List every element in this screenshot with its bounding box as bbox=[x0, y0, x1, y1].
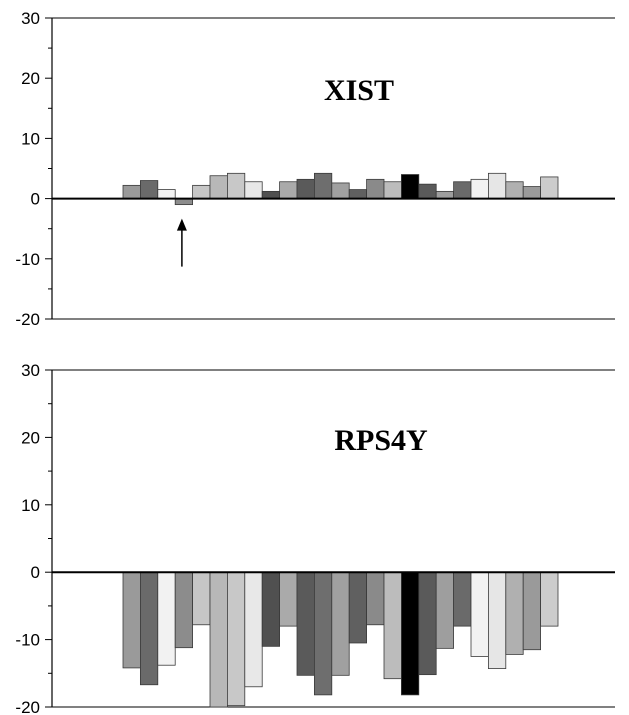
bar bbox=[209, 571, 228, 708]
y-tick-label: -10 bbox=[15, 631, 40, 650]
y-tick-label: -20 bbox=[15, 698, 40, 715]
bar bbox=[522, 186, 542, 199]
bar bbox=[435, 190, 455, 200]
rps4y-chart-panel: RPS4Y 30 20 10 0 -10 -20 bbox=[15, 361, 615, 715]
bar bbox=[226, 571, 246, 707]
bar bbox=[244, 571, 263, 688]
bar bbox=[383, 571, 402, 680]
bar bbox=[279, 571, 298, 627]
bar bbox=[505, 571, 524, 655]
y-tick-label: -10 bbox=[15, 250, 40, 269]
bar bbox=[366, 178, 385, 199]
bar bbox=[157, 189, 176, 200]
y-tick-label: -20 bbox=[15, 310, 40, 329]
bar bbox=[487, 571, 507, 669]
bar bbox=[313, 571, 333, 696]
bar bbox=[435, 571, 455, 649]
bar bbox=[418, 571, 437, 676]
bar bbox=[383, 181, 402, 200]
y-tick-label: 20 bbox=[21, 69, 40, 88]
bar bbox=[540, 176, 559, 199]
bar bbox=[139, 180, 159, 199]
y-tick-label: 0 bbox=[31, 190, 40, 209]
bar bbox=[470, 571, 489, 657]
bar bbox=[122, 184, 141, 200]
bar bbox=[139, 571, 159, 686]
bar bbox=[331, 571, 350, 676]
bar bbox=[348, 189, 368, 200]
bar bbox=[505, 181, 524, 200]
y-tick-label: 30 bbox=[21, 361, 40, 380]
bar bbox=[540, 571, 559, 627]
chart-title: XIST bbox=[324, 74, 394, 107]
bar bbox=[348, 571, 368, 644]
bar bbox=[400, 571, 420, 696]
xist-chart-panel: XIST 30 20 10 0 -10 -20 bbox=[15, 9, 615, 329]
y-tick-label: 0 bbox=[31, 563, 40, 582]
bar bbox=[400, 174, 420, 200]
bar bbox=[418, 183, 437, 199]
bar bbox=[261, 190, 281, 200]
y-tick-label: 20 bbox=[21, 428, 40, 447]
bar bbox=[192, 184, 211, 200]
bar bbox=[366, 571, 385, 626]
arrow-annotation bbox=[176, 218, 187, 267]
bar bbox=[122, 571, 141, 669]
bar bbox=[470, 178, 489, 199]
bar bbox=[209, 175, 228, 199]
bar bbox=[313, 172, 333, 199]
bar bbox=[522, 571, 542, 651]
y-tick-label: 10 bbox=[21, 129, 40, 148]
bar bbox=[244, 181, 263, 200]
arrow-head bbox=[176, 218, 187, 231]
y-tick-label: 30 bbox=[21, 9, 40, 28]
bar bbox=[192, 571, 211, 626]
bar bbox=[296, 178, 315, 199]
bar bbox=[261, 571, 281, 647]
bar bbox=[453, 181, 472, 200]
bar bbox=[157, 571, 176, 666]
chart-title: RPS4Y bbox=[334, 424, 428, 457]
bar bbox=[226, 172, 246, 199]
bar bbox=[453, 571, 472, 627]
bar bbox=[331, 182, 350, 199]
bar bbox=[296, 571, 315, 676]
y-tick-label: 10 bbox=[21, 496, 40, 515]
bar bbox=[279, 181, 298, 200]
bar bbox=[174, 571, 193, 649]
bar bbox=[487, 172, 507, 199]
